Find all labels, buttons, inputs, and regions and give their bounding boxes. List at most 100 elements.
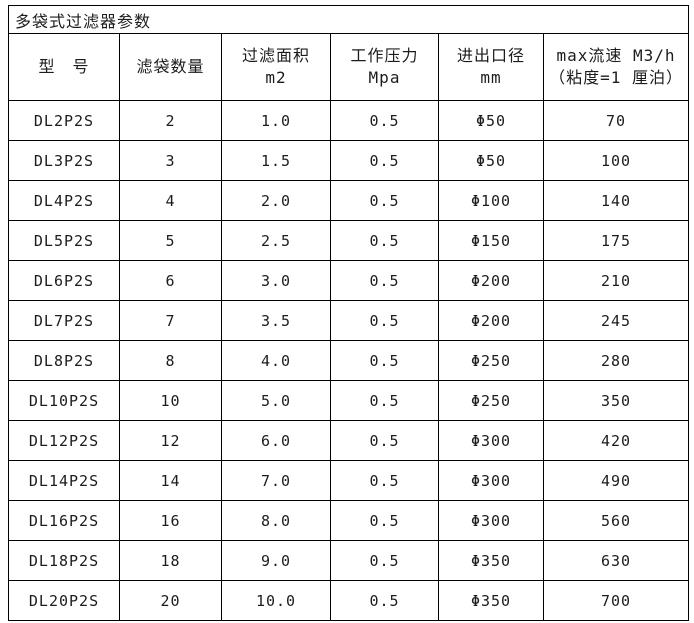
table-row: DL14P2S 14 7.0 0.5 Φ300 490 xyxy=(8,460,690,501)
cell-model: DL18P2S xyxy=(8,540,120,581)
cell-model: DL10P2S xyxy=(8,380,120,421)
cell-filter-area: 2.5 xyxy=(221,220,331,261)
table-row: DL5P2S 5 2.5 0.5 Φ150 175 xyxy=(8,220,690,261)
table-row: DL4P2S 4 2.0 0.5 Φ100 140 xyxy=(8,180,690,221)
cell-max-flow: 560 xyxy=(542,500,690,541)
cell-port-diameter: Φ200 xyxy=(438,300,544,341)
cell-model: DL3P2S xyxy=(8,140,120,181)
table-row: DL2P2S 2 1.0 0.5 Φ50 70 xyxy=(8,100,690,141)
cell-filter-area: 2.0 xyxy=(221,180,331,221)
cell-working-pressure: 0.5 xyxy=(330,340,439,381)
cell-filter-area: 3.0 xyxy=(221,260,331,301)
cell-working-pressure: 0.5 xyxy=(330,140,439,181)
cell-working-pressure: 0.5 xyxy=(330,580,439,621)
table-row: DL3P2S 3 1.5 0.5 Φ50 100 xyxy=(8,140,690,181)
column-header-label: 型 号 xyxy=(38,57,90,76)
cell-port-diameter: Φ250 xyxy=(438,380,544,421)
cell-port-diameter: Φ150 xyxy=(438,220,544,261)
cell-port-diameter: Φ300 xyxy=(438,460,544,501)
cell-max-flow: 100 xyxy=(542,140,690,181)
cell-bag-count: 12 xyxy=(119,420,222,461)
cell-port-diameter: Φ300 xyxy=(438,420,544,461)
cell-max-flow: 350 xyxy=(542,380,690,421)
cell-filter-area: 1.0 xyxy=(221,100,331,141)
column-header-bag-count: 滤袋数量 xyxy=(119,33,222,101)
column-header-label: 过滤面积 xyxy=(241,46,310,65)
cell-filter-area: 8.0 xyxy=(221,500,331,541)
cell-bag-count: 5 xyxy=(119,220,222,261)
cell-model: DL7P2S xyxy=(8,300,120,341)
cell-bag-count: 20 xyxy=(119,580,222,621)
cell-max-flow: 140 xyxy=(542,180,690,221)
cell-port-diameter: Φ300 xyxy=(438,500,544,541)
table-row: DL8P2S 8 4.0 0.5 Φ250 280 xyxy=(8,340,690,381)
column-header-working-pressure: 工作压力 Mpa xyxy=(330,33,439,101)
column-header-unit: Mpa xyxy=(368,68,401,87)
cell-filter-area: 4.0 xyxy=(221,340,331,381)
cell-max-flow: 280 xyxy=(542,340,690,381)
cell-filter-area: 6.0 xyxy=(221,420,331,461)
cell-port-diameter: Φ250 xyxy=(438,340,544,381)
cell-bag-count: 8 xyxy=(119,340,222,381)
cell-max-flow: 70 xyxy=(542,100,690,141)
cell-model: DL5P2S xyxy=(8,220,120,261)
cell-working-pressure: 0.5 xyxy=(330,460,439,501)
cell-max-flow: 175 xyxy=(542,220,690,261)
table-row: DL18P2S 18 9.0 0.5 Φ350 630 xyxy=(8,540,690,581)
cell-max-flow: 490 xyxy=(542,460,690,501)
cell-filter-area: 7.0 xyxy=(221,460,331,501)
cell-working-pressure: 0.5 xyxy=(330,540,439,581)
table-title: 多袋式过滤器参数 xyxy=(7,5,690,34)
column-header-unit: mm xyxy=(480,68,502,87)
table-row: DL12P2S 12 6.0 0.5 Φ300 420 xyxy=(8,420,690,461)
cell-working-pressure: 0.5 xyxy=(330,420,439,461)
column-header-label: 滤袋数量 xyxy=(136,57,205,76)
cell-model: DL6P2S xyxy=(8,260,120,301)
table-title-row: 多袋式过滤器参数 xyxy=(7,5,690,34)
cell-bag-count: 16 xyxy=(119,500,222,541)
cell-working-pressure: 0.5 xyxy=(330,180,439,221)
cell-port-diameter: Φ50 xyxy=(438,140,544,181)
cell-max-flow: 420 xyxy=(542,420,690,461)
cell-model: DL4P2S xyxy=(8,180,120,221)
cell-model: DL20P2S xyxy=(8,580,120,621)
cell-working-pressure: 0.5 xyxy=(330,500,439,541)
cell-working-pressure: 0.5 xyxy=(330,380,439,421)
cell-model: DL12P2S xyxy=(8,420,120,461)
cell-max-flow: 245 xyxy=(542,300,690,341)
column-header-filter-area: 过滤面积 m2 xyxy=(221,33,331,101)
cell-bag-count: 2 xyxy=(119,100,222,141)
cell-working-pressure: 0.5 xyxy=(330,220,439,261)
cell-port-diameter: Φ100 xyxy=(438,180,544,221)
cell-filter-area: 9.0 xyxy=(221,540,331,581)
table-row: DL16P2S 16 8.0 0.5 Φ300 560 xyxy=(8,500,690,541)
column-header-max-flow: max流速 M3/h （粘度=1 厘泊） xyxy=(542,33,690,101)
cell-filter-area: 10.0 xyxy=(221,580,331,621)
cell-filter-area: 5.0 xyxy=(221,380,331,421)
cell-working-pressure: 0.5 xyxy=(330,300,439,341)
cell-bag-count: 18 xyxy=(119,540,222,581)
column-header-label: 工作压力 xyxy=(350,46,419,65)
cell-bag-count: 10 xyxy=(119,380,222,421)
column-header-unit: m2 xyxy=(265,68,287,87)
table-header-row: 型 号 滤袋数量 过滤面积 m2 工作压力 Mpa 进出口径 mm xyxy=(8,33,690,101)
column-header-port-diameter: 进出口径 mm xyxy=(438,33,544,101)
cell-port-diameter: Φ350 xyxy=(438,540,544,581)
cell-model: DL8P2S xyxy=(8,340,120,381)
table-row: DL6P2S 6 3.0 0.5 Φ200 210 xyxy=(8,260,690,301)
cell-bag-count: 3 xyxy=(119,140,222,181)
cell-port-diameter: Φ50 xyxy=(438,100,544,141)
cell-working-pressure: 0.5 xyxy=(330,100,439,141)
cell-max-flow: 630 xyxy=(542,540,690,581)
cell-bag-count: 6 xyxy=(119,260,222,301)
table-row: DL10P2S 10 5.0 0.5 Φ250 350 xyxy=(8,380,690,421)
cell-bag-count: 14 xyxy=(119,460,222,501)
cell-bag-count: 4 xyxy=(119,180,222,221)
cell-model: DL2P2S xyxy=(8,100,120,141)
cell-max-flow: 210 xyxy=(542,260,690,301)
column-header-model: 型 号 xyxy=(8,33,120,101)
cell-port-diameter: Φ200 xyxy=(438,260,544,301)
table-row: DL7P2S 7 3.5 0.5 Φ200 245 xyxy=(8,300,690,341)
column-header-label: 进出口径 xyxy=(456,46,525,65)
